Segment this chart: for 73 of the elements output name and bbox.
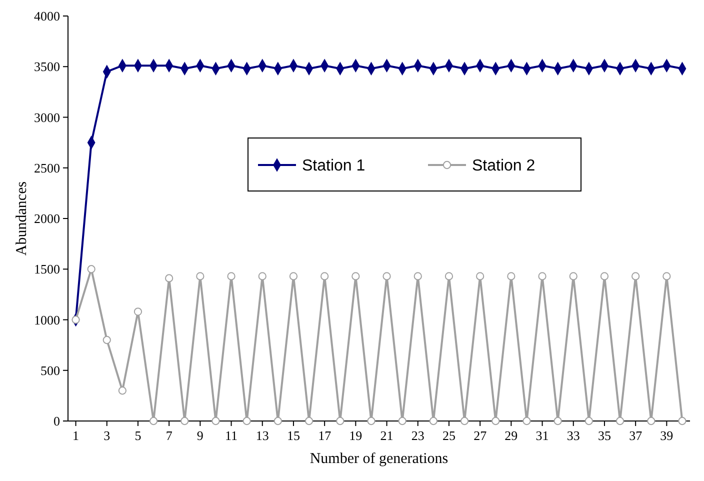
- y-tick-label: 4000: [34, 8, 60, 24]
- point: [569, 272, 578, 280]
- y-axis-title: Abundances: [14, 181, 30, 256]
- x-tick-label: 13: [256, 428, 269, 443]
- x-axis-title: Number of generations: [310, 451, 448, 467]
- point: [476, 272, 484, 280]
- x-tick-label: 23: [411, 428, 424, 443]
- point: [242, 416, 251, 426]
- point: [632, 272, 640, 280]
- point: [118, 386, 126, 395]
- legend-label: Station 1: [302, 158, 366, 175]
- point: [600, 272, 609, 280]
- y-tick-label: 2000: [34, 211, 60, 226]
- point: [149, 416, 158, 426]
- point: [662, 272, 671, 280]
- x-tick-label: 31: [536, 428, 549, 443]
- x-tick-label: 21: [380, 428, 394, 443]
- legend-label: Station 2: [472, 158, 536, 175]
- point: [647, 416, 656, 426]
- point: [212, 416, 220, 426]
- point: [165, 274, 174, 282]
- point: [554, 416, 562, 426]
- point: [258, 272, 266, 280]
- y-tick-label: 2500: [34, 160, 60, 176]
- y-tick-label: 0: [54, 414, 60, 429]
- point: [289, 272, 298, 280]
- x-tick-label: 3: [104, 428, 110, 443]
- y-tick-label: 1000: [34, 312, 60, 328]
- x-tick-label: 29: [504, 428, 518, 443]
- point: [304, 416, 314, 426]
- x-tick-label: 15: [286, 428, 300, 443]
- point: [352, 272, 360, 280]
- point: [616, 416, 624, 426]
- point: [398, 416, 406, 426]
- point: [196, 272, 204, 280]
- point: [336, 416, 344, 426]
- x-tick-label: 35: [598, 428, 611, 443]
- x-tick-label: 5: [134, 428, 142, 443]
- x-tick-label: 33: [566, 428, 580, 443]
- x-tick-label: 1: [72, 428, 80, 443]
- point: [367, 416, 376, 426]
- point: [274, 416, 282, 426]
- point: [72, 316, 80, 324]
- point: [87, 265, 96, 274]
- point: [180, 416, 189, 426]
- point: [584, 416, 593, 426]
- x-tick-label: 9: [196, 428, 204, 443]
- point: [678, 416, 686, 426]
- point: [414, 272, 422, 280]
- x-tick-label: 39: [660, 428, 674, 443]
- point: [429, 416, 438, 426]
- x-tick-label: 11: [225, 428, 238, 443]
- point: [134, 308, 142, 316]
- point: [444, 272, 454, 280]
- point: [102, 336, 111, 344]
- x-tick-label: 37: [629, 428, 643, 443]
- y-tick-label: 500: [40, 362, 60, 378]
- y-tick-label: 1500: [34, 262, 60, 277]
- x-tick-label: 17: [318, 428, 332, 443]
- y-tick-label: 3500: [34, 59, 60, 74]
- x-tick-label: 25: [442, 428, 456, 443]
- point: [538, 272, 546, 280]
- point: [320, 272, 329, 280]
- y-tick-label: 3000: [34, 110, 60, 125]
- point: [460, 416, 469, 426]
- point: [507, 272, 516, 280]
- x-tick-label: 7: [166, 428, 173, 443]
- point: [522, 416, 531, 426]
- point: [227, 272, 236, 280]
- x-tick-label: 19: [349, 428, 362, 443]
- point: [382, 272, 391, 280]
- point: [492, 416, 500, 426]
- x-tick-label: 27: [474, 428, 488, 443]
